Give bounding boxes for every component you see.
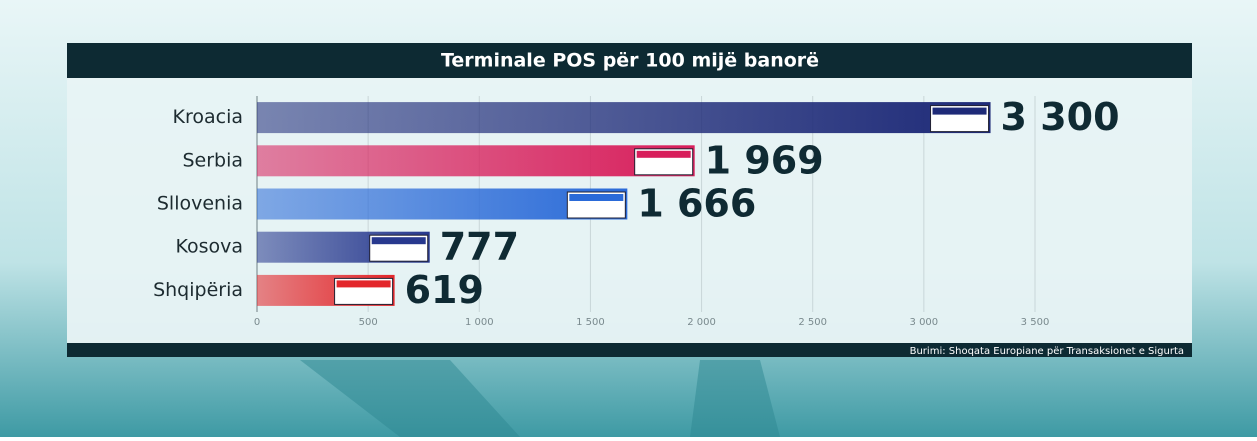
flag-band <box>569 194 624 201</box>
category-label: Sllovenia <box>157 193 243 215</box>
source-bar <box>67 343 1192 357</box>
category-label: Serbia <box>182 149 243 171</box>
flag-band <box>336 280 391 288</box>
x-tick-label: 500 <box>359 317 378 328</box>
value-label: 3 300 <box>1001 95 1120 139</box>
flag-band <box>371 237 426 245</box>
chart-title: Terminale POS për 100 mijë banorë <box>441 50 819 72</box>
decor <box>690 360 780 437</box>
flag-band <box>636 150 691 158</box>
category-label: Kosova <box>175 236 243 258</box>
panel <box>67 43 1192 357</box>
x-tick-label: 0 <box>254 317 260 328</box>
x-tick-label: 1 000 <box>465 317 494 328</box>
source: Burimi: Shoqata Europiane për Transaksio… <box>910 346 1184 357</box>
bar <box>257 188 628 220</box>
title-bar <box>67 43 1192 78</box>
x-tick-label: 2 000 <box>687 317 716 328</box>
bar <box>257 145 695 177</box>
x-tick-label: 2 500 <box>798 317 827 328</box>
value-label: 1 666 <box>637 182 756 226</box>
x-tick-label: 3 500 <box>1021 317 1050 328</box>
category-label: Shqipëria <box>153 279 243 301</box>
value-label: 1 969 <box>705 138 824 182</box>
decor <box>300 360 520 437</box>
x-tick-label: 3 000 <box>910 317 939 328</box>
value-label: 777 <box>440 225 519 269</box>
category-label: Kroacia <box>173 106 244 128</box>
bar <box>257 102 991 134</box>
value-label: 619 <box>405 268 484 312</box>
x-tick-label: 1 500 <box>576 317 605 328</box>
flag-band <box>932 107 987 115</box>
